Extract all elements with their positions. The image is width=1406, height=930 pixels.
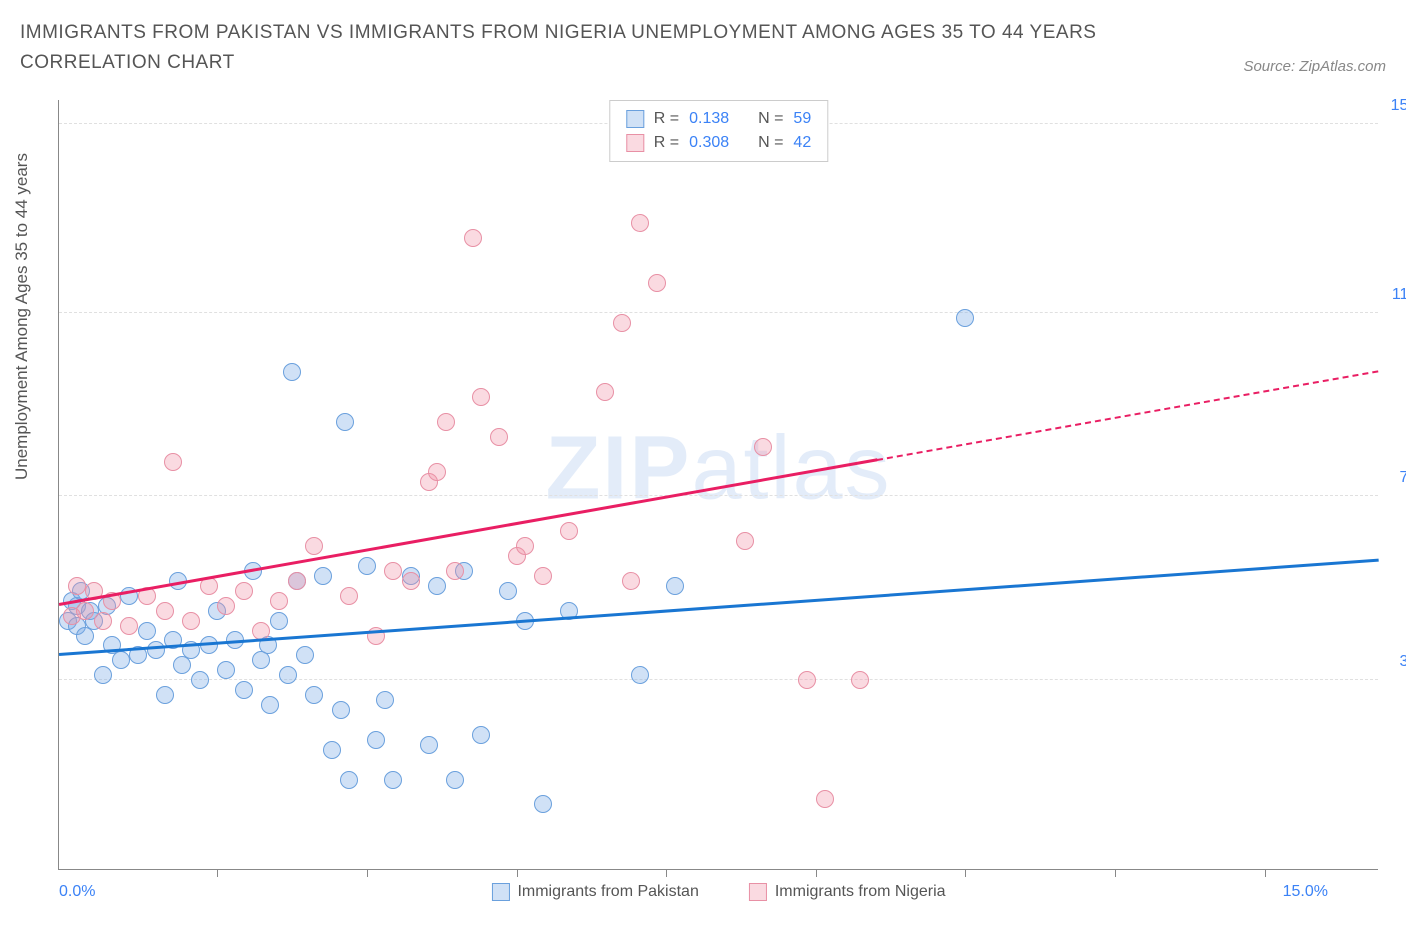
scatter-point bbox=[534, 795, 552, 813]
scatter-point bbox=[120, 617, 138, 635]
scatter-point bbox=[666, 577, 684, 595]
scatter-point bbox=[754, 438, 772, 456]
scatter-point bbox=[437, 413, 455, 431]
scatter-point bbox=[340, 771, 358, 789]
scatter-point bbox=[332, 701, 350, 719]
scatter-point bbox=[367, 731, 385, 749]
scatter-point bbox=[112, 651, 130, 669]
scatter-point bbox=[622, 572, 640, 590]
scatter-point bbox=[851, 671, 869, 689]
scatter-point bbox=[534, 567, 552, 585]
scatter-point bbox=[147, 641, 165, 659]
scatter-point bbox=[596, 383, 614, 401]
scatter-point bbox=[305, 686, 323, 704]
scatter-point bbox=[156, 686, 174, 704]
gridline bbox=[59, 495, 1378, 496]
x-tick bbox=[517, 869, 518, 877]
trend-line bbox=[877, 370, 1379, 461]
legend-item: Immigrants from Pakistan bbox=[491, 883, 698, 901]
scatter-point bbox=[270, 612, 288, 630]
scatter-point bbox=[235, 582, 253, 600]
scatter-point bbox=[446, 771, 464, 789]
scatter-point bbox=[816, 790, 834, 808]
x-tick bbox=[367, 869, 368, 877]
scatter-point bbox=[156, 602, 174, 620]
scatter-point bbox=[336, 413, 354, 431]
scatter-point bbox=[235, 681, 253, 699]
y-axis-label: Unemployment Among Ages 35 to 44 years bbox=[12, 153, 32, 480]
scatter-point bbox=[314, 567, 332, 585]
scatter-point bbox=[323, 741, 341, 759]
scatter-point bbox=[358, 557, 376, 575]
scatter-point bbox=[76, 602, 94, 620]
y-tick-label: 15.0% bbox=[1391, 97, 1406, 115]
scatter-point bbox=[490, 428, 508, 446]
scatter-point bbox=[956, 309, 974, 327]
scatter-point bbox=[94, 612, 112, 630]
scatter-point bbox=[164, 453, 182, 471]
x-tick bbox=[217, 869, 218, 877]
scatter-point bbox=[648, 274, 666, 292]
scatter-point bbox=[472, 726, 490, 744]
x-tick bbox=[965, 869, 966, 877]
scatter-point bbox=[499, 582, 517, 600]
scatter-point bbox=[384, 771, 402, 789]
x-tick bbox=[666, 869, 667, 877]
x-tick bbox=[1115, 869, 1116, 877]
scatter-point bbox=[217, 597, 235, 615]
watermark: ZIPatlas bbox=[545, 418, 891, 521]
scatter-point bbox=[296, 646, 314, 664]
scatter-point bbox=[191, 671, 209, 689]
x-axis-min: 0.0% bbox=[59, 883, 95, 901]
scatter-point bbox=[270, 592, 288, 610]
scatter-point bbox=[384, 562, 402, 580]
scatter-point bbox=[402, 572, 420, 590]
scatter-chart: ZIPatlas 3.8%7.5%11.2%15.0%0.0%15.0%R = … bbox=[58, 100, 1378, 870]
scatter-point bbox=[288, 572, 306, 590]
scatter-point bbox=[94, 666, 112, 684]
scatter-point bbox=[68, 577, 86, 595]
scatter-point bbox=[631, 666, 649, 684]
scatter-point bbox=[464, 229, 482, 247]
scatter-point bbox=[428, 463, 446, 481]
scatter-point bbox=[200, 636, 218, 654]
y-tick-label: 7.5% bbox=[1400, 469, 1406, 487]
legend-item: Immigrants from Nigeria bbox=[749, 883, 946, 901]
x-tick bbox=[1265, 869, 1266, 877]
scatter-point bbox=[428, 577, 446, 595]
scatter-point bbox=[376, 691, 394, 709]
scatter-point bbox=[516, 537, 534, 555]
scatter-point bbox=[560, 522, 578, 540]
scatter-point bbox=[138, 622, 156, 640]
scatter-point bbox=[472, 388, 490, 406]
chart-title: IMMIGRANTS FROM PAKISTAN VS IMMIGRANTS F… bbox=[20, 18, 1120, 79]
y-tick-label: 11.2% bbox=[1392, 286, 1406, 304]
scatter-point bbox=[420, 736, 438, 754]
bottom-legend: Immigrants from Pakistan Immigrants from … bbox=[491, 883, 945, 901]
scatter-point bbox=[279, 666, 297, 684]
scatter-point bbox=[613, 314, 631, 332]
scatter-point bbox=[305, 537, 323, 555]
x-tick bbox=[816, 869, 817, 877]
scatter-point bbox=[446, 562, 464, 580]
stats-row: R = 0.308 N = 42 bbox=[626, 131, 811, 155]
stats-row: R = 0.138 N = 59 bbox=[626, 107, 811, 131]
scatter-point bbox=[252, 622, 270, 640]
scatter-point bbox=[217, 661, 235, 679]
gridline bbox=[59, 312, 1378, 313]
scatter-point bbox=[798, 671, 816, 689]
source-attribution: Source: ZipAtlas.com bbox=[1243, 58, 1386, 75]
scatter-point bbox=[631, 214, 649, 232]
y-tick-label: 3.8% bbox=[1400, 653, 1406, 671]
trend-line bbox=[59, 458, 878, 605]
gridline bbox=[59, 679, 1378, 680]
scatter-point bbox=[340, 587, 358, 605]
scatter-point bbox=[261, 696, 279, 714]
scatter-point bbox=[736, 532, 754, 550]
x-axis-max: 15.0% bbox=[1283, 883, 1328, 901]
stats-legend: R = 0.138 N = 59R = 0.308 N = 42 bbox=[609, 100, 828, 162]
scatter-point bbox=[182, 612, 200, 630]
scatter-point bbox=[283, 363, 301, 381]
